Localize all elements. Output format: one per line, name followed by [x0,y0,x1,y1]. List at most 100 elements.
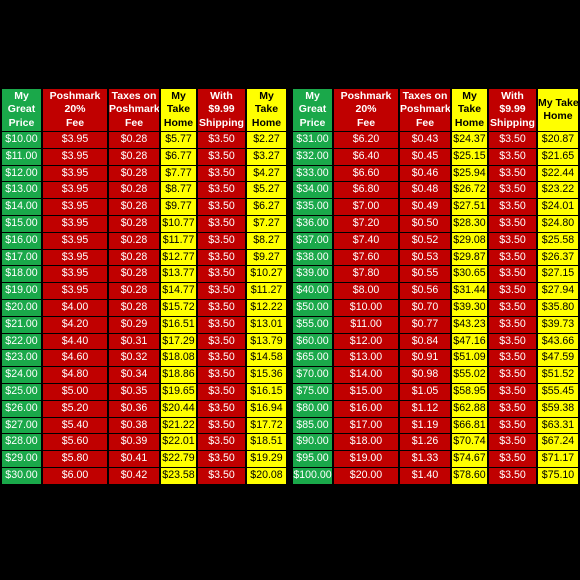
header-text-line: Fee [65,116,85,129]
column-divider [288,333,291,350]
cell-my-take-home-right: $43.23 [452,316,487,333]
cell-my-take-home-right: $29.08 [452,232,487,249]
cell-taxes-on-fee-right: $1.40 [400,467,450,484]
header-text-line: Taxes on [402,89,448,102]
cell-my-take-home-right: $39.30 [452,299,487,316]
cell-my-take-home-after-shipping-left: $18.51 [247,434,286,451]
cell-with-shipping-right: $3.50 [489,417,536,434]
header-text-line: With [210,89,233,102]
cell-my-take-home-after-shipping-right: $26.37 [538,249,578,266]
cell-poshmark-fee-left: $4.40 [43,333,107,350]
table-row: $11.00 $3.95 $0.28 $6.77 $3.50 $3.27 $32.00 $6.… [2,148,578,165]
cell-taxes-on-fee-left: $0.28 [109,232,159,249]
column-divider [288,283,291,299]
cell-with-shipping-left: $3.50 [198,383,245,400]
cell-my-take-home-after-shipping-left: $19.29 [247,451,286,467]
cell-my-take-home-after-shipping-right: $55.45 [538,383,578,400]
cell-my-great-price-right: $65.00 [293,350,332,367]
cell-with-shipping-left: $3.50 [198,199,245,215]
cell-my-take-home-left: $12.77 [161,249,196,266]
cell-with-shipping-right: $3.50 [489,165,536,182]
cell-my-take-home-after-shipping-left: $5.27 [247,182,286,199]
cell-with-shipping-right: $3.50 [489,350,536,367]
cell-poshmark-fee-right: $6.20 [334,132,398,148]
cell-my-great-price-left: $20.00 [2,299,41,316]
cell-with-shipping-right: $3.50 [489,148,536,165]
table-row: $30.00 $6.00 $0.42 $23.58 $3.50 $20.08 $100.00… [2,467,578,484]
column-divider [288,316,291,333]
cell-my-take-home-left: $9.77 [161,199,196,215]
cell-poshmark-fee-right: $7.20 [334,215,398,232]
cell-with-shipping-right: $3.50 [489,215,536,232]
cell-my-take-home-left: $18.86 [161,367,196,383]
cell-taxes-on-fee-right: $0.46 [400,165,450,182]
cell-my-great-price-right: $34.00 [293,182,332,199]
cell-my-take-home-right: $70.74 [452,434,487,451]
cell-taxes-on-fee-left: $0.28 [109,215,159,232]
cell-my-take-home-right: $30.65 [452,266,487,283]
table-row: $28.00 $5.60 $0.39 $22.01 $3.50 $18.51 $90.00 $… [2,434,578,451]
header-text-line: Home [251,116,282,129]
header-text-line: Shipping [199,116,244,129]
table-row: $22.00 $4.40 $0.31 $17.29 $3.50 $13.79 $60.00 $… [2,333,578,350]
cell-poshmark-fee-right: $7.80 [334,266,398,283]
cell-my-take-home-right: $58.95 [452,383,487,400]
header-poshmark-fee-left: Poshmark 20% Fee [43,89,107,131]
table-row: $21.00 $4.20 $0.29 $16.51 $3.50 $13.01 $55.00 $… [2,316,578,333]
header-text-line: Poshmark [109,103,159,116]
cell-my-take-home-left: $8.77 [161,182,196,199]
cell-poshmark-fee-left: $5.00 [43,383,107,400]
column-divider [288,182,291,199]
cell-my-take-home-after-shipping-left: $13.01 [247,316,286,333]
header-text-line: Great [298,103,327,116]
cell-my-take-home-left: $16.51 [161,316,196,333]
cell-poshmark-fee-right: $17.00 [334,417,398,434]
cell-my-take-home-left: $10.77 [161,215,196,232]
cell-poshmark-fee-left: $5.40 [43,417,107,434]
cell-taxes-on-fee-left: $0.28 [109,148,159,165]
cell-poshmark-fee-left: $5.60 [43,434,107,451]
cell-my-great-price-left: $10.00 [2,132,41,148]
fee-table-container: My Great Price Poshmark 20% Fee Taxes on Poshma… [0,88,580,485]
cell-my-take-home-after-shipping-right: $63.31 [538,417,578,434]
cell-taxes-on-fee-left: $0.42 [109,467,159,484]
header-text-line: My Take [538,96,578,109]
cell-with-shipping-left: $3.50 [198,266,245,283]
cell-my-great-price-right: $37.00 [293,232,332,249]
cell-with-shipping-right: $3.50 [489,283,536,299]
cell-with-shipping-left: $3.50 [198,350,245,367]
cell-poshmark-fee-right: $11.00 [334,316,398,333]
header-text-line: 20% [64,103,86,116]
cell-my-take-home-right: $62.88 [452,400,487,417]
cell-my-take-home-after-shipping-right: $67.24 [538,434,578,451]
cell-taxes-on-fee-left: $0.34 [109,367,159,383]
cell-my-take-home-after-shipping-right: $20.87 [538,132,578,148]
header-text-line: Great [7,103,36,116]
cell-with-shipping-left: $3.50 [198,299,245,316]
cell-with-shipping-right: $3.50 [489,451,536,467]
header-my-take-home-left: My Take Home [161,89,196,131]
header-taxes-on-fee-right: Taxes on Poshmark Fee [400,89,450,131]
column-divider [288,400,291,417]
cell-my-take-home-after-shipping-left: $8.27 [247,232,286,249]
cell-my-take-home-right: $47.16 [452,333,487,350]
cell-with-shipping-left: $3.50 [198,417,245,434]
cell-my-take-home-after-shipping-left: $17.72 [247,417,286,434]
cell-my-take-home-right: $25.15 [452,148,487,165]
cell-my-take-home-right: $31.44 [452,283,487,299]
cell-my-great-price-right: $38.00 [293,249,332,266]
header-my-take-home-after-shipping-left: My Take Home [247,89,286,131]
header-text-line: My [259,89,274,102]
cell-poshmark-fee-left: $3.95 [43,148,107,165]
cell-my-take-home-after-shipping-left: $3.27 [247,148,286,165]
header-row: My Great Price Poshmark 20% Fee Taxes on Poshma… [2,89,578,131]
cell-taxes-on-fee-right: $0.56 [400,283,450,299]
cell-poshmark-fee-left: $3.95 [43,199,107,215]
cell-my-take-home-after-shipping-left: $12.22 [247,299,286,316]
cell-my-take-home-left: $17.29 [161,333,196,350]
cell-my-great-price-left: $22.00 [2,333,41,350]
cell-poshmark-fee-left: $4.00 [43,299,107,316]
cell-my-take-home-left: $14.77 [161,283,196,299]
cell-poshmark-fee-right: $6.60 [334,165,398,182]
column-divider [288,232,291,249]
